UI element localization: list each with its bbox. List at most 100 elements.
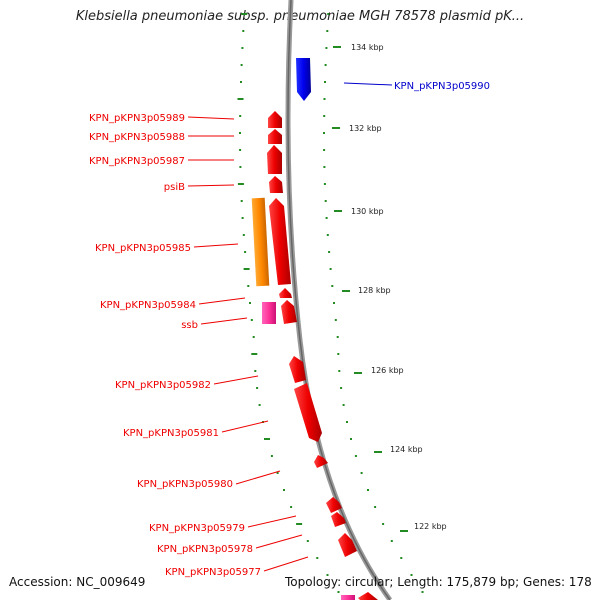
gene-arrow bbox=[358, 592, 378, 600]
tick-mark bbox=[323, 115, 326, 117]
gene-label: KPN_pKPN3p05988 bbox=[89, 132, 185, 143]
orange-feature[interactable] bbox=[251, 197, 270, 287]
tick-mark bbox=[254, 370, 257, 372]
kbp-label: 126 kbp bbox=[371, 366, 404, 375]
tick-mark bbox=[323, 166, 326, 168]
gene-label: KPN_pKPN3p05984 bbox=[100, 300, 196, 311]
tick-mark bbox=[354, 455, 357, 457]
tick-mark bbox=[296, 523, 303, 525]
tick-mark bbox=[258, 404, 261, 406]
gene-label: KPN_pKPN3p05990 bbox=[394, 81, 490, 92]
gene-arrow bbox=[269, 198, 291, 285]
gene-arrow bbox=[267, 145, 282, 174]
tick-mark bbox=[329, 268, 332, 270]
tick-mark bbox=[334, 319, 337, 321]
inner-tick-track bbox=[237, 13, 340, 593]
tick-mark bbox=[390, 540, 393, 542]
tick-mark bbox=[367, 489, 369, 491]
tick-mark bbox=[350, 438, 352, 440]
tick-mark bbox=[337, 591, 340, 593]
tick-mark bbox=[326, 234, 329, 236]
gene-arrow bbox=[268, 129, 282, 144]
tick-mark bbox=[264, 438, 270, 440]
tick-mark bbox=[340, 387, 343, 389]
kbp-label: 124 kbp bbox=[390, 445, 423, 454]
gene-label: KPN_pKPN3p05981 bbox=[123, 428, 219, 439]
kbp-label: 128 kbp bbox=[358, 286, 391, 295]
tick-mark bbox=[239, 166, 242, 168]
forward-gene-KPN_pKPN3p05990[interactable]: KPN_pKPN3p05990 bbox=[296, 58, 490, 101]
gene-label: KPN_pKPN3p05979 bbox=[149, 523, 245, 534]
kbp-label: 122 kbp bbox=[414, 522, 447, 531]
tick-mark bbox=[326, 30, 329, 32]
tick-mark bbox=[333, 302, 335, 304]
gene-label: ssb bbox=[181, 320, 198, 331]
tick-mark bbox=[237, 98, 244, 100]
tick-mark bbox=[240, 64, 243, 66]
summary-text: Topology: circular; Length: 175,879 bp; … bbox=[285, 575, 592, 589]
tick-mark bbox=[241, 47, 244, 49]
tick-mark bbox=[326, 574, 329, 576]
gene-arrow bbox=[314, 455, 328, 468]
tick-mark bbox=[421, 591, 424, 593]
outer-tick-track bbox=[323, 13, 424, 593]
tick-mark bbox=[325, 47, 328, 49]
tick-mark bbox=[382, 523, 385, 525]
reverse-genes[interactable] bbox=[267, 111, 378, 600]
gene-arrow bbox=[338, 533, 357, 557]
tick-mark bbox=[360, 472, 363, 474]
tick-mark bbox=[323, 98, 326, 100]
kbp-label: 130 kbp bbox=[351, 207, 384, 216]
tick-mark bbox=[241, 13, 248, 15]
pink-feature[interactable] bbox=[341, 595, 355, 600]
tick-mark bbox=[400, 557, 403, 559]
tick-mark bbox=[242, 234, 245, 236]
kbp-label: 134 kbp bbox=[351, 43, 384, 52]
tick-mark bbox=[331, 285, 334, 287]
label-leaders bbox=[187, 116, 309, 572]
gene-arrow bbox=[289, 356, 306, 383]
gene-label: KPN_pKPN3p05989 bbox=[89, 113, 185, 124]
tick-mark bbox=[239, 115, 242, 117]
gene-arrow bbox=[326, 497, 342, 513]
tick-mark bbox=[324, 200, 327, 202]
tick-mark bbox=[323, 183, 326, 185]
backbone-arc-highlight bbox=[287, 0, 391, 600]
gene-label: KPN_pKPN3p05987 bbox=[89, 156, 185, 167]
tick-mark bbox=[342, 404, 345, 406]
tick-mark bbox=[241, 217, 244, 219]
pink-feature[interactable] bbox=[262, 302, 276, 324]
tick-mark bbox=[237, 183, 244, 185]
tick-mark bbox=[346, 421, 348, 423]
tick-mark bbox=[338, 370, 341, 372]
tick-mark bbox=[244, 251, 247, 253]
tick-mark bbox=[327, 13, 330, 15]
gene-label: KPN_pKPN3p05977 bbox=[165, 567, 261, 578]
kbp-label: 132 kbp bbox=[349, 124, 382, 133]
tick-mark bbox=[283, 489, 285, 491]
tick-mark bbox=[239, 149, 242, 151]
tick-mark bbox=[251, 353, 258, 355]
tick-mark bbox=[337, 353, 340, 355]
tick-mark bbox=[250, 319, 253, 321]
gene-label: psiB bbox=[164, 182, 185, 193]
tick-mark bbox=[324, 64, 327, 66]
gene-arrow bbox=[294, 383, 322, 442]
tick-mark bbox=[290, 506, 293, 508]
tick-mark bbox=[276, 472, 279, 474]
tick-mark bbox=[240, 200, 243, 202]
tick-mark bbox=[247, 285, 250, 287]
accession-text: Accession: NC_009649 bbox=[9, 575, 146, 589]
gene-arrow bbox=[279, 288, 292, 298]
tick-mark bbox=[316, 557, 319, 559]
tick-mark bbox=[270, 455, 273, 457]
gene-label: KPN_pKPN3p05982 bbox=[115, 380, 211, 391]
tick-mark bbox=[242, 30, 245, 32]
gene-arrow bbox=[331, 512, 346, 527]
tick-mark bbox=[252, 336, 255, 338]
gene-arrow bbox=[269, 176, 283, 193]
tick-mark bbox=[239, 132, 241, 134]
tick-mark bbox=[243, 268, 250, 270]
tick-mark bbox=[336, 336, 339, 338]
